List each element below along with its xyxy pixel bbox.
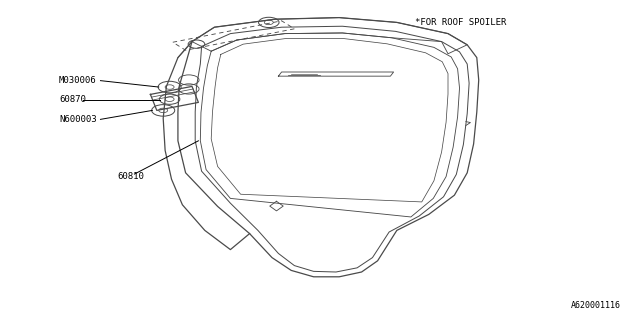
Text: 60870: 60870 xyxy=(59,95,86,104)
Text: A620001116: A620001116 xyxy=(571,301,621,310)
Text: N600003: N600003 xyxy=(59,115,97,124)
Text: 60810: 60810 xyxy=(117,172,144,180)
Text: *FOR ROOF SPOILER: *FOR ROOF SPOILER xyxy=(415,18,506,27)
Text: M030006: M030006 xyxy=(59,76,97,85)
